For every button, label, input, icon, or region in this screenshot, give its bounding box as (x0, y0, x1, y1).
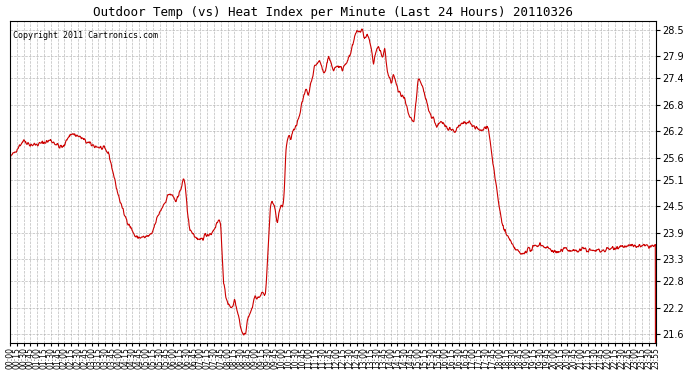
Title: Outdoor Temp (vs) Heat Index per Minute (Last 24 Hours) 20110326: Outdoor Temp (vs) Heat Index per Minute … (93, 6, 573, 18)
Text: Copyright 2011 Cartronics.com: Copyright 2011 Cartronics.com (13, 31, 158, 40)
